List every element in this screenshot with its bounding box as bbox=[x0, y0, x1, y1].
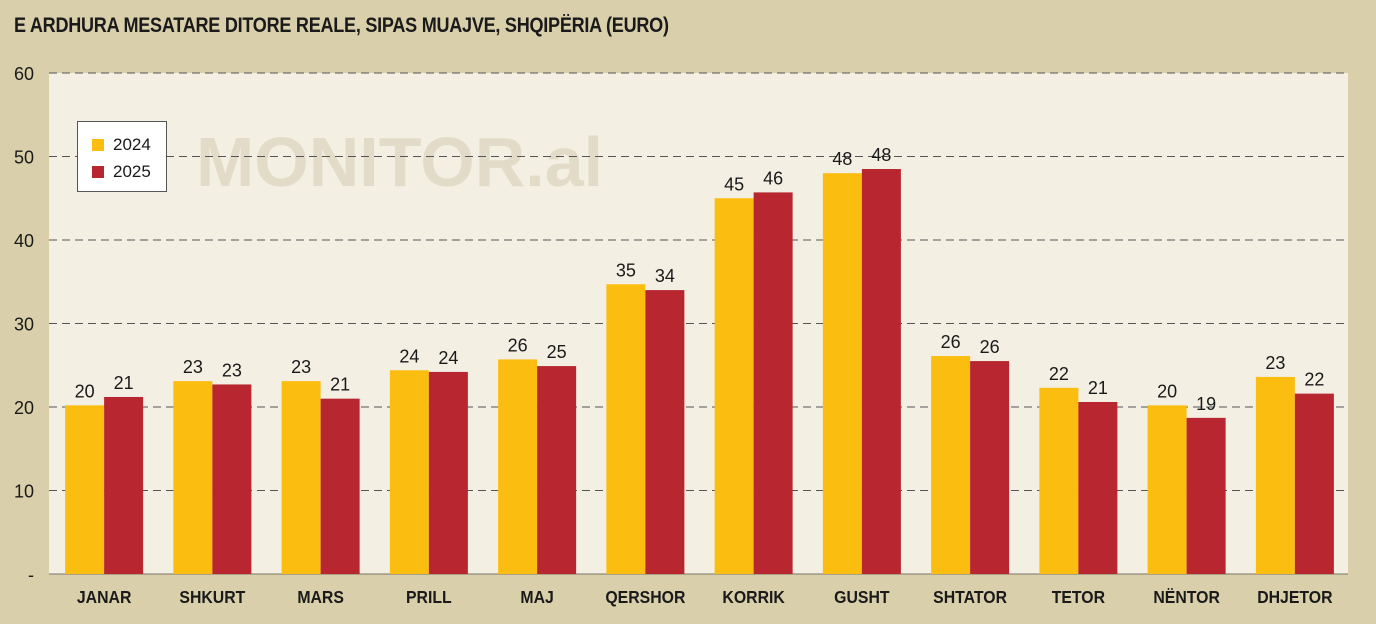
bar-2024-nëntor bbox=[1147, 405, 1187, 574]
bar-2024-gusht bbox=[822, 173, 862, 574]
bar-2025-janar bbox=[104, 396, 144, 574]
value-labels: 20 21 23 23 23 21 24 24 26 25 35 34 45 46 48 48 26 26 22 21… bbox=[75, 145, 1325, 414]
value-label: 23 bbox=[183, 357, 203, 377]
bar-2025-mars bbox=[320, 398, 360, 574]
y-tick-label: 30 bbox=[14, 315, 34, 335]
value-label: 20 bbox=[75, 381, 95, 401]
value-label: 23 bbox=[1265, 353, 1285, 373]
bar-2024-tetor bbox=[1039, 387, 1079, 574]
x-tick-label: QERSHOR bbox=[605, 587, 685, 607]
bar-2025-maj bbox=[537, 366, 577, 574]
value-label: 34 bbox=[655, 266, 675, 286]
y-tick-label: 40 bbox=[14, 231, 34, 251]
gridlines bbox=[49, 72, 1348, 575]
value-label: 26 bbox=[508, 335, 528, 355]
bar-2024-maj bbox=[498, 359, 538, 574]
y-tick-label: 60 bbox=[14, 64, 34, 84]
legend-label-2025: 2025 bbox=[113, 162, 151, 181]
bar-2024-dhjetor bbox=[1255, 376, 1295, 574]
bar-2025-qershor bbox=[645, 290, 685, 574]
value-label: 22 bbox=[1049, 364, 1069, 384]
value-label: 20 bbox=[1157, 381, 1177, 401]
x-tick-label: PRILL bbox=[406, 587, 452, 607]
x-tick-label: NËNTOR bbox=[1153, 587, 1220, 607]
value-label: 24 bbox=[438, 348, 458, 368]
bar-2024-shtator bbox=[931, 356, 971, 574]
x-tick-label: DHJETOR bbox=[1257, 587, 1332, 607]
y-tick-label: 50 bbox=[14, 148, 34, 168]
bar-2025-prill bbox=[428, 371, 468, 574]
bar-2024-mars bbox=[281, 381, 321, 574]
value-label: 24 bbox=[399, 346, 419, 366]
legend-label-2024: 2024 bbox=[113, 135, 151, 154]
bar-2024-korrik bbox=[714, 198, 754, 574]
legend-swatch-2025 bbox=[92, 166, 104, 178]
y-tick-label: 10 bbox=[14, 482, 34, 502]
legend-item-2025: 2025 bbox=[92, 162, 151, 182]
bar-2024-janar bbox=[65, 405, 105, 574]
value-label: 21 bbox=[1088, 378, 1108, 398]
value-label: 25 bbox=[547, 342, 567, 362]
x-tick-label: SHKURT bbox=[179, 587, 246, 607]
x-tick-label: KORRIK bbox=[722, 587, 785, 607]
x-tick-label: JANAR bbox=[77, 587, 132, 607]
value-label: 26 bbox=[941, 332, 961, 352]
x-tick-label: GUSHT bbox=[834, 587, 890, 607]
value-label: 21 bbox=[114, 373, 134, 393]
value-label: 23 bbox=[222, 360, 242, 380]
value-label: 48 bbox=[832, 149, 852, 169]
value-label: 26 bbox=[980, 337, 1000, 357]
x-tick-label: MAJ bbox=[520, 587, 553, 607]
value-label: 23 bbox=[291, 357, 311, 377]
y-axis-ticks: - 10 20 30 40 50 60 bbox=[14, 64, 34, 585]
legend-item-2024: 2024 bbox=[92, 135, 151, 155]
chart-title: E ARDHURA MESATARE DITORE REALE, SIPAS M… bbox=[14, 14, 669, 37]
y-tick-label: - bbox=[28, 565, 34, 585]
value-label: 45 bbox=[724, 174, 744, 194]
bar-2024-prill bbox=[389, 370, 429, 574]
x-tick-label: MARS bbox=[297, 587, 344, 607]
bar-2024-qershor bbox=[606, 284, 646, 574]
legend: 2024 2025 bbox=[77, 121, 167, 192]
bar-2025-dhjetor bbox=[1294, 393, 1334, 574]
bar-2025-shkurt bbox=[212, 384, 252, 574]
watermark-text: MONITOR.al bbox=[196, 123, 603, 201]
value-label: 48 bbox=[871, 145, 891, 165]
bars bbox=[65, 169, 1334, 574]
bar-2025-korrik bbox=[753, 192, 793, 574]
value-label: 35 bbox=[616, 260, 636, 280]
bar-2024-shkurt bbox=[173, 381, 213, 574]
value-label: 46 bbox=[763, 168, 783, 188]
bar-2025-tetor bbox=[1078, 401, 1118, 574]
bar-2025-gusht bbox=[861, 169, 901, 574]
value-label: 22 bbox=[1304, 370, 1324, 390]
bar-2025-shtator bbox=[970, 361, 1010, 574]
y-tick-label: 20 bbox=[14, 398, 34, 418]
x-tick-label: TETOR bbox=[1052, 587, 1105, 607]
value-label: 19 bbox=[1196, 394, 1216, 414]
value-label: 21 bbox=[330, 375, 350, 395]
bar-2025-nëntor bbox=[1186, 417, 1226, 574]
legend-swatch-2024 bbox=[92, 139, 104, 151]
x-tick-label: SHTATOR bbox=[933, 587, 1007, 607]
x-axis-ticks: JANAR SHKURT MARS PRILL MAJ QERSHOR KORRIK GUSH… bbox=[77, 587, 1333, 607]
